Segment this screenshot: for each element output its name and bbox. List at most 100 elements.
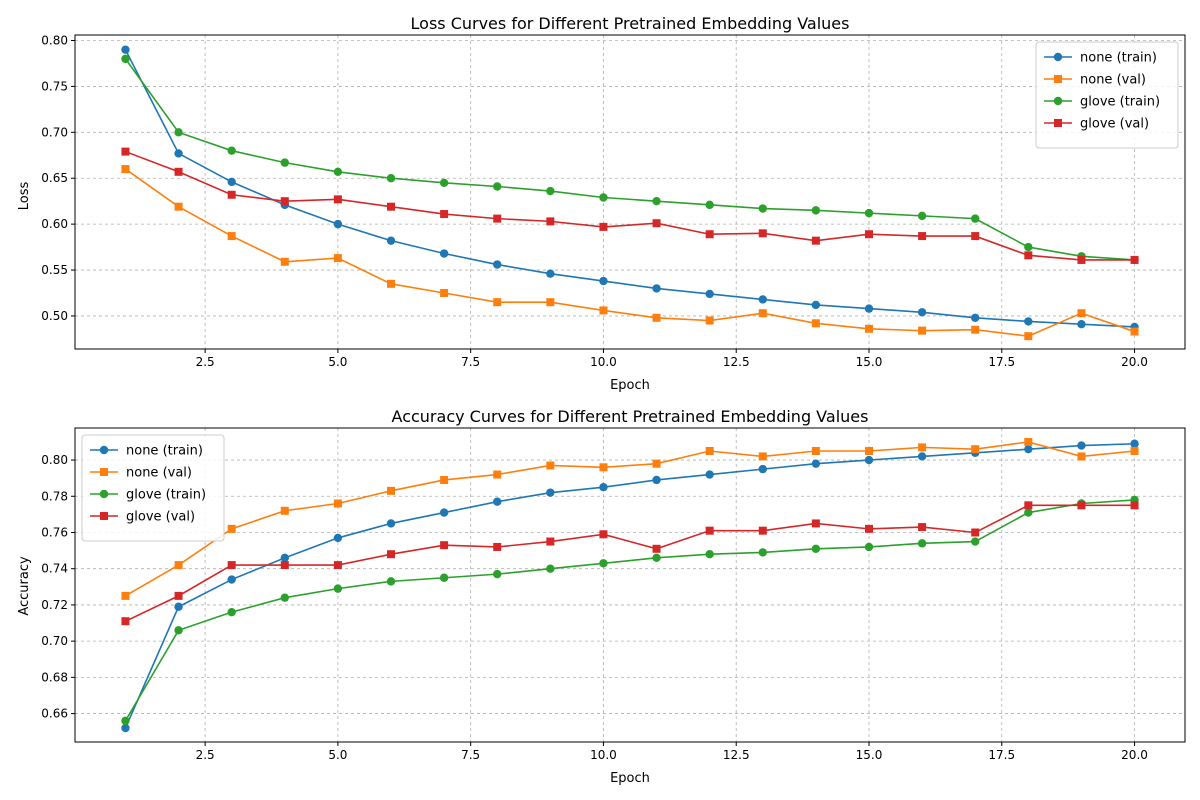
accuracy-y-tick-label: 0.70 <box>41 634 68 648</box>
loss-legend-marker-none-train <box>1053 52 1063 62</box>
loss-point-glove-val <box>333 195 342 204</box>
accuracy-point-none-val <box>440 475 449 484</box>
accuracy-point-none-train <box>493 497 502 506</box>
loss-point-none-train <box>917 308 927 317</box>
loss-point-none-train <box>386 236 396 245</box>
loss-point-glove-train <box>386 174 396 183</box>
accuracy-point-none-train <box>917 452 927 461</box>
loss-y-tick-label: 0.70 <box>41 125 68 139</box>
loss-point-none-train <box>1077 320 1086 329</box>
loss-point-none-val <box>1024 332 1033 341</box>
loss-point-none-train <box>652 284 661 293</box>
accuracy-point-glove-train <box>333 584 343 593</box>
loss-point-none-val <box>599 306 608 315</box>
accuracy-point-none-val <box>387 486 396 495</box>
accuracy-x-tick-label: 2.5 <box>196 748 215 762</box>
accuracy-legend-label-glove-val: glove (val) <box>126 510 195 525</box>
loss-y-tick-label: 0.60 <box>41 217 68 231</box>
accuracy-point-none-train <box>546 488 555 497</box>
accuracy-point-none-train <box>599 483 608 492</box>
loss-point-glove-val <box>971 232 980 241</box>
accuracy-point-glove-val <box>333 561 342 570</box>
loss-point-none-val <box>174 202 183 211</box>
accuracy-point-none-train <box>121 723 130 733</box>
accuracy-legend-label-glove-train: glove (train) <box>126 488 206 503</box>
loss-point-glove-train <box>811 206 821 215</box>
accuracy-point-glove-val <box>918 523 927 532</box>
loss-point-none-train <box>439 249 449 258</box>
accuracy-legend-marker-none-train <box>99 445 109 455</box>
accuracy-point-glove-val <box>758 526 767 535</box>
loss-point-glove-val <box>652 219 661 228</box>
accuracy-point-glove-train <box>1024 508 1033 517</box>
loss-point-none-val <box>227 232 236 241</box>
accuracy-series-line-none-val <box>125 441 1135 597</box>
loss-point-glove-val <box>705 230 714 239</box>
accuracy-point-none-val <box>174 561 183 570</box>
loss-point-none-train <box>333 219 343 229</box>
accuracy-point-none-val <box>971 445 980 454</box>
accuracy-point-none-val <box>333 499 342 508</box>
accuracy-point-glove-val <box>705 526 714 535</box>
accuracy-point-glove-train <box>227 607 236 617</box>
accuracy-point-none-val <box>227 524 236 533</box>
loss-point-none-val <box>493 298 502 307</box>
loss-point-none-val <box>333 254 342 263</box>
accuracy-point-none-train <box>864 455 874 465</box>
accuracy-point-glove-val <box>387 550 396 559</box>
loss-point-glove-train <box>599 193 608 202</box>
accuracy-x-tick-label: 15.0 <box>856 748 883 762</box>
accuracy-point-none-train <box>811 459 821 468</box>
accuracy-legend-marker-glove-train <box>99 489 109 499</box>
accuracy-chart-xlabel: Epoch <box>610 771 650 786</box>
loss-point-glove-val <box>493 214 502 223</box>
accuracy-point-glove-val <box>227 561 236 570</box>
loss-point-none-train <box>599 276 608 286</box>
loss-point-glove-val <box>546 217 555 226</box>
accuracy-y-tick-label: 0.66 <box>41 707 68 721</box>
loss-legend-label-none-train: none (train) <box>1080 51 1157 66</box>
loss-x-tick-label: 5.0 <box>328 355 347 369</box>
loss-point-none-train <box>121 45 130 54</box>
accuracy-point-glove-val <box>280 561 289 570</box>
loss-x-tick-label: 15.0 <box>856 355 883 369</box>
accuracy-point-none-train <box>758 464 767 474</box>
accuracy-point-glove-val <box>174 591 183 600</box>
loss-point-none-train <box>546 269 555 278</box>
accuracy-point-glove-val <box>971 528 980 537</box>
accuracy-point-none-train <box>1077 441 1086 450</box>
accuracy-point-none-train <box>174 602 183 611</box>
loss-legend-label-glove-train: glove (train) <box>1080 95 1160 110</box>
loss-point-none-val <box>121 165 130 174</box>
accuracy-point-glove-train <box>652 553 661 563</box>
accuracy-point-glove-val <box>546 537 555 546</box>
loss-point-none-train <box>227 177 236 187</box>
loss-legend-label-glove-val: glove (val) <box>1080 117 1149 132</box>
loss-point-glove-val <box>280 197 289 206</box>
loss-point-glove-val <box>599 222 608 231</box>
loss-point-none-train <box>1024 317 1033 326</box>
loss-point-glove-train <box>971 214 980 223</box>
accuracy-point-glove-val <box>1130 501 1139 510</box>
accuracy-chart-ylabel: Accuracy <box>17 556 32 616</box>
accuracy-point-none-val <box>121 591 130 600</box>
loss-point-none-val <box>440 288 449 297</box>
accuracy-legend-marker-glove-val <box>100 512 108 520</box>
loss-point-none-train <box>971 313 980 322</box>
accuracy-point-glove-val <box>652 544 661 553</box>
accuracy-y-tick-label: 0.76 <box>41 525 68 539</box>
accuracy-point-glove-train <box>758 548 767 557</box>
loss-chart: Loss Curves for Different Pretrained Emb… <box>17 14 1186 393</box>
loss-point-glove-val <box>387 202 396 211</box>
accuracy-point-none-train <box>333 533 343 543</box>
loss-series-line-none-train <box>124 49 1135 328</box>
accuracy-point-glove-train <box>864 542 874 552</box>
accuracy-legend-label-none-train: none (train) <box>126 444 203 459</box>
accuracy-point-glove-train <box>386 577 396 586</box>
loss-point-none-val <box>918 326 927 335</box>
accuracy-y-tick-label: 0.80 <box>41 453 68 467</box>
accuracy-series-line-glove-train <box>124 499 1135 722</box>
accuracy-point-glove-train <box>121 716 130 726</box>
loss-point-none-train <box>174 149 183 158</box>
loss-point-none-train <box>864 304 874 313</box>
